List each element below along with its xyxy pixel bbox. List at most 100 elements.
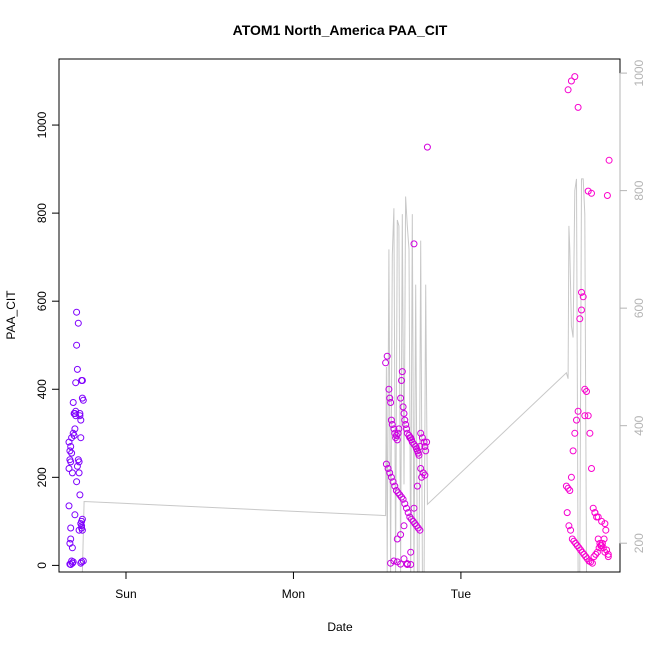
plot-area xyxy=(65,73,613,573)
data-point xyxy=(574,103,582,111)
data-point xyxy=(397,394,405,402)
data-point xyxy=(398,493,405,501)
data-point xyxy=(595,544,603,552)
data-point xyxy=(399,403,407,411)
y-tick-label: 600 xyxy=(35,291,49,311)
data-point xyxy=(417,429,425,437)
data-point xyxy=(72,407,80,415)
data-point xyxy=(387,416,395,424)
data-point xyxy=(387,399,395,406)
x-tick-label: Sun xyxy=(115,587,136,601)
data-point xyxy=(421,443,429,450)
data-point xyxy=(78,394,86,402)
y-tick-label: 0 xyxy=(35,562,49,569)
y-tick-label: 800 xyxy=(35,203,49,223)
data-point xyxy=(421,471,429,479)
data-point xyxy=(586,429,594,437)
data-point xyxy=(588,559,596,567)
data-point xyxy=(408,515,415,523)
data-point xyxy=(387,473,395,481)
y-axis: 0 200 400 600 800 1000 xyxy=(35,111,60,569)
data-point xyxy=(78,558,86,566)
data-point xyxy=(422,447,430,455)
data-point xyxy=(384,465,392,472)
data-point xyxy=(390,557,398,565)
y2-tick-label: 600 xyxy=(632,298,646,318)
data-point xyxy=(393,436,401,444)
x-tick-label: Mon xyxy=(282,587,305,601)
data-point xyxy=(407,561,415,568)
data-point xyxy=(571,73,579,81)
data-point xyxy=(73,308,81,316)
data-point xyxy=(417,465,425,472)
data-point xyxy=(67,443,75,450)
data-point xyxy=(562,482,570,490)
data-point xyxy=(398,377,405,384)
y2-axis: 200 400 600 800 1000 xyxy=(619,59,646,553)
data-point xyxy=(568,535,576,543)
data-point xyxy=(74,319,82,327)
data-point xyxy=(414,524,422,532)
data-point xyxy=(573,416,580,424)
data-point xyxy=(589,504,597,512)
data-point xyxy=(570,537,578,545)
data-point xyxy=(385,385,393,393)
data-point xyxy=(382,460,390,468)
data-point xyxy=(411,520,419,528)
series-line-0 xyxy=(69,178,609,573)
data-point xyxy=(410,240,418,248)
y-tick-label: 200 xyxy=(35,467,49,487)
data-point xyxy=(386,469,394,477)
data-point xyxy=(67,535,75,543)
data-point xyxy=(602,526,610,534)
data-point xyxy=(390,425,398,433)
data-point xyxy=(593,548,601,556)
line-layer xyxy=(69,178,609,573)
data-point xyxy=(597,542,605,550)
plot-frame xyxy=(58,58,621,573)
data-point xyxy=(392,432,400,439)
data-point xyxy=(66,456,74,464)
data-point xyxy=(69,429,77,437)
y2-tick-label: 1000 xyxy=(632,59,646,86)
chart-title: ATOM1 North_America PAA_CIT xyxy=(233,22,448,38)
data-point xyxy=(583,388,590,395)
data-point xyxy=(575,544,583,552)
data-point xyxy=(395,425,403,433)
data-point xyxy=(393,535,401,543)
data-point xyxy=(78,377,86,384)
data-point xyxy=(564,86,572,94)
data-point xyxy=(77,434,85,442)
data-point xyxy=(423,143,431,151)
y-tick-label: 1000 xyxy=(35,111,49,138)
data-point xyxy=(403,560,411,568)
data-point xyxy=(416,526,424,534)
data-point xyxy=(71,425,79,433)
data-point xyxy=(407,548,415,556)
data-point xyxy=(418,434,426,442)
data-point xyxy=(567,526,575,534)
data-point xyxy=(72,379,80,387)
data-point xyxy=(71,511,79,519)
data-point xyxy=(571,429,579,437)
data-point xyxy=(569,447,577,455)
data-point xyxy=(413,522,420,530)
data-point xyxy=(573,542,581,550)
data-point xyxy=(78,515,86,523)
data-point xyxy=(73,462,81,470)
data-point xyxy=(73,365,81,373)
data-point xyxy=(401,500,409,508)
data-point xyxy=(399,495,407,503)
data-point xyxy=(78,526,86,534)
data-point xyxy=(404,509,412,517)
data-point xyxy=(65,502,73,510)
x-axis: Sun Mon Tue xyxy=(115,571,471,601)
data-point xyxy=(415,451,423,459)
data-point xyxy=(590,553,598,561)
data-point xyxy=(578,548,586,556)
data-point xyxy=(78,522,86,530)
data-point xyxy=(389,478,397,486)
data-point xyxy=(402,421,410,428)
data-point xyxy=(397,560,405,568)
